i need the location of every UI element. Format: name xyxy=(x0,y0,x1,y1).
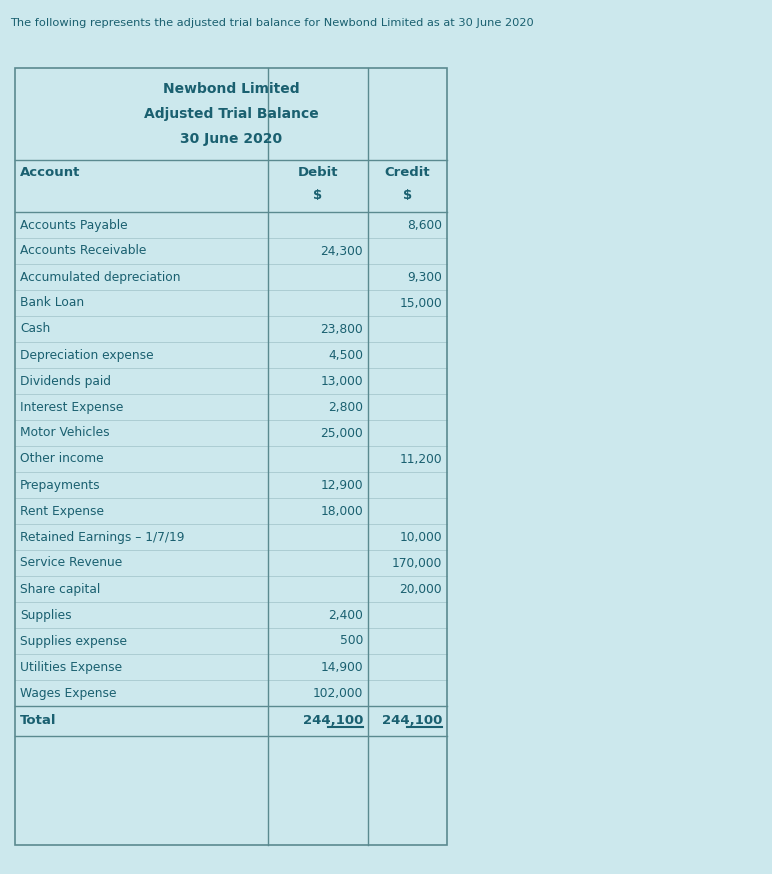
Text: Supplies: Supplies xyxy=(20,608,72,621)
Text: 11,200: 11,200 xyxy=(399,453,442,466)
Text: Newbond Limited: Newbond Limited xyxy=(163,81,300,95)
Text: Dividends paid: Dividends paid xyxy=(20,374,111,387)
Text: Accounts Receivable: Accounts Receivable xyxy=(20,245,147,258)
Text: 2,800: 2,800 xyxy=(328,400,363,413)
Text: 9,300: 9,300 xyxy=(407,270,442,283)
Text: Depreciation expense: Depreciation expense xyxy=(20,349,154,362)
Text: The following represents the adjusted trial balance for Newbond Limited as at 30: The following represents the adjusted tr… xyxy=(10,18,533,28)
Text: 23,800: 23,800 xyxy=(320,323,363,336)
Text: Total: Total xyxy=(20,715,56,727)
Text: 13,000: 13,000 xyxy=(320,374,363,387)
Text: 244,100: 244,100 xyxy=(303,715,363,727)
Text: Account: Account xyxy=(20,167,80,179)
Text: Motor Vehicles: Motor Vehicles xyxy=(20,427,110,440)
Text: 18,000: 18,000 xyxy=(320,504,363,517)
Text: $: $ xyxy=(403,189,412,202)
Text: Rent Expense: Rent Expense xyxy=(20,504,104,517)
Text: Debit: Debit xyxy=(298,167,338,179)
Text: 14,900: 14,900 xyxy=(320,661,363,674)
Text: Interest Expense: Interest Expense xyxy=(20,400,124,413)
Text: 500: 500 xyxy=(340,635,363,648)
Text: Adjusted Trial Balance: Adjusted Trial Balance xyxy=(144,107,318,121)
Text: Service Revenue: Service Revenue xyxy=(20,557,122,570)
Text: 4,500: 4,500 xyxy=(328,349,363,362)
Text: 20,000: 20,000 xyxy=(399,582,442,595)
Text: Cash: Cash xyxy=(20,323,50,336)
Text: 15,000: 15,000 xyxy=(399,296,442,309)
Text: 2,400: 2,400 xyxy=(328,608,363,621)
Text: 12,900: 12,900 xyxy=(320,478,363,491)
Text: Utilities Expense: Utilities Expense xyxy=(20,661,122,674)
Text: Supplies expense: Supplies expense xyxy=(20,635,127,648)
Text: 30 June 2020: 30 June 2020 xyxy=(180,132,282,146)
Text: Wages Expense: Wages Expense xyxy=(20,686,117,699)
Text: 8,600: 8,600 xyxy=(407,218,442,232)
Text: 25,000: 25,000 xyxy=(320,427,363,440)
Text: Share capital: Share capital xyxy=(20,582,100,595)
Text: 10,000: 10,000 xyxy=(399,531,442,544)
Text: 244,100: 244,100 xyxy=(381,715,442,727)
Text: 170,000: 170,000 xyxy=(391,557,442,570)
Text: Accumulated depreciation: Accumulated depreciation xyxy=(20,270,181,283)
Text: Credit: Credit xyxy=(384,167,430,179)
Text: Retained Earnings – 1/7/19: Retained Earnings – 1/7/19 xyxy=(20,531,185,544)
Text: Accounts Payable: Accounts Payable xyxy=(20,218,127,232)
Text: Prepayments: Prepayments xyxy=(20,478,100,491)
Text: 24,300: 24,300 xyxy=(320,245,363,258)
Text: $: $ xyxy=(313,189,323,202)
Text: Other income: Other income xyxy=(20,453,103,466)
Bar xyxy=(15,68,447,845)
Text: 102,000: 102,000 xyxy=(313,686,363,699)
Text: Bank Loan: Bank Loan xyxy=(20,296,84,309)
